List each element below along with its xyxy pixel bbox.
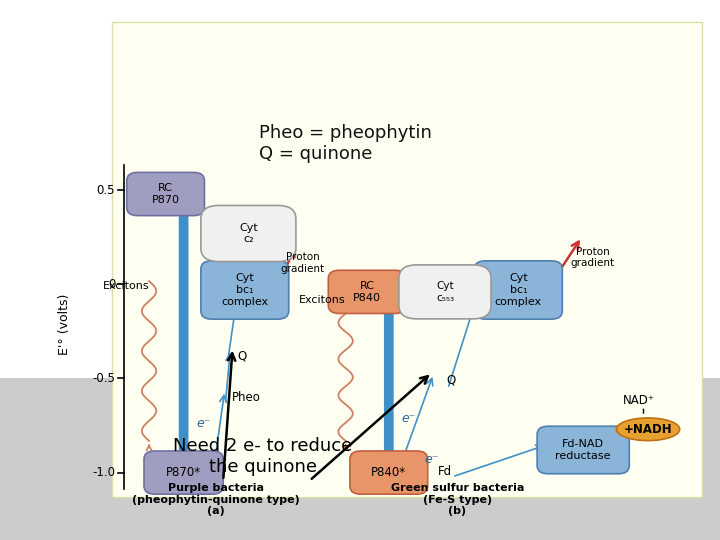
Text: NAD⁺: NAD⁺ xyxy=(624,394,655,408)
Text: Pheo: Pheo xyxy=(232,391,261,404)
Text: Fd: Fd xyxy=(438,465,452,478)
FancyBboxPatch shape xyxy=(399,265,491,319)
Bar xyxy=(0,378,720,540)
Text: Cyt
bc₁
complex: Cyt bc₁ complex xyxy=(495,273,542,307)
FancyBboxPatch shape xyxy=(201,261,289,319)
Text: Proton
gradient: Proton gradient xyxy=(570,247,615,268)
FancyBboxPatch shape xyxy=(350,451,428,494)
Text: e⁻: e⁻ xyxy=(425,453,439,466)
FancyBboxPatch shape xyxy=(474,261,562,319)
Text: +NADH: +NADH xyxy=(624,423,672,436)
Ellipse shape xyxy=(616,418,680,441)
Text: 0: 0 xyxy=(108,278,115,291)
Text: Purple bacteria
(pheophytin-quinone type)
(a): Purple bacteria (pheophytin-quinone type… xyxy=(132,483,300,516)
Text: -1.0: -1.0 xyxy=(92,466,115,479)
Text: 0.5: 0.5 xyxy=(96,184,115,197)
Text: P870*: P870* xyxy=(166,466,201,479)
Text: Excitons: Excitons xyxy=(299,295,345,306)
Text: P840*: P840* xyxy=(372,466,406,479)
Text: RC
P870: RC P870 xyxy=(152,183,179,205)
Text: Cyt
c₂: Cyt c₂ xyxy=(239,222,258,244)
FancyBboxPatch shape xyxy=(127,172,204,215)
Text: Excitons: Excitons xyxy=(103,281,149,291)
Text: RC
P840: RC P840 xyxy=(354,281,381,303)
FancyBboxPatch shape xyxy=(112,22,702,497)
Text: Need 2 e- to reduce
the quinone: Need 2 e- to reduce the quinone xyxy=(174,437,352,476)
FancyBboxPatch shape xyxy=(537,426,629,474)
Text: Q: Q xyxy=(446,373,456,386)
Text: e⁻: e⁻ xyxy=(197,417,211,430)
Text: e⁻: e⁻ xyxy=(402,412,416,425)
Text: Cyt
c₅₅₃: Cyt c₅₅₃ xyxy=(436,281,454,303)
Text: Pheo = pheophytin
Q = quinone: Pheo = pheophytin Q = quinone xyxy=(259,124,432,163)
FancyBboxPatch shape xyxy=(144,451,223,494)
Text: Green sulfur bacteria
(Fe-S type)
(b): Green sulfur bacteria (Fe-S type) (b) xyxy=(390,483,524,516)
Text: Cyt
bc₁
complex: Cyt bc₁ complex xyxy=(221,273,269,307)
Text: -0.5: -0.5 xyxy=(92,372,115,385)
FancyBboxPatch shape xyxy=(201,205,296,261)
Text: Q: Q xyxy=(238,349,247,362)
FancyBboxPatch shape xyxy=(328,271,406,314)
Text: Proton
gradient: Proton gradient xyxy=(280,252,325,274)
Text: E'° (volts): E'° (volts) xyxy=(58,293,71,355)
Text: Fd-NAD
reductase: Fd-NAD reductase xyxy=(555,439,611,461)
